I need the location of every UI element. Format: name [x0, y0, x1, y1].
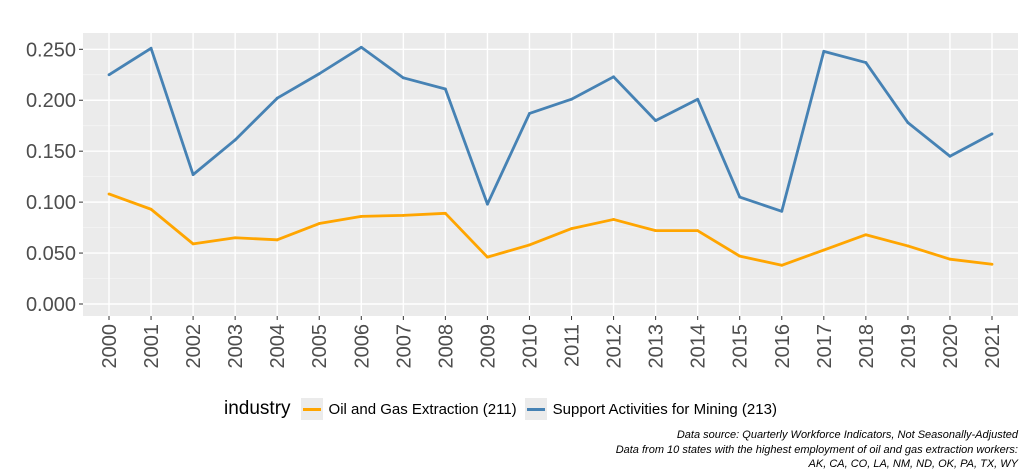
legend-label: Support Activities for Mining (213) — [552, 400, 777, 418]
data-point — [528, 112, 531, 115]
caption-line: Data source: Quarterly Workforce Indicat… — [676, 429, 1018, 441]
data-point — [359, 45, 363, 49]
legend: industry Oil and Gas Extraction (211) Su… — [224, 398, 785, 420]
data-point — [570, 227, 573, 231]
data-point — [780, 263, 784, 267]
legend-label: Oil and Gas Extraction (211) — [328, 400, 517, 418]
data-point — [149, 46, 153, 50]
data-point — [780, 209, 784, 213]
data-point — [906, 121, 910, 125]
legend-key-support-mining — [524, 398, 547, 420]
x-tick-label: 2004 — [267, 324, 289, 369]
data-point — [822, 49, 826, 53]
x-tick-label: 2003 — [225, 324, 247, 369]
x-tick-label: 2010 — [519, 324, 541, 369]
caption-line: AK, CA, CO, LA, NM, ND, OK, PA, TX, WY — [808, 458, 1018, 470]
y-tick-label: 0.200 — [26, 90, 76, 112]
x-tick-label: 2006 — [351, 324, 373, 369]
data-point — [401, 76, 405, 80]
x-tick-label: 2008 — [435, 324, 457, 369]
data-point — [612, 75, 615, 79]
legend-title: industry — [224, 398, 291, 419]
x-tick-label: 2005 — [309, 324, 331, 369]
legend-key-oil-gas — [300, 398, 323, 420]
x-tick-label: 2001 — [141, 324, 163, 369]
data-point — [317, 72, 321, 76]
caption: Data source: Quarterly Workforce Indicat… — [616, 428, 1018, 472]
data-point — [612, 218, 615, 221]
y-tick-label: 0.050 — [26, 243, 76, 265]
series-line-oil-gas — [108, 192, 993, 267]
x-tick-label: 2020 — [940, 324, 962, 369]
data-point — [443, 211, 447, 215]
data-point — [486, 255, 489, 259]
y-tick-label: 0.150 — [26, 141, 76, 163]
data-point — [864, 233, 868, 237]
data-point — [696, 229, 700, 233]
data-point — [275, 96, 279, 100]
data-point — [948, 154, 952, 158]
y-tick-label: 0.000 — [26, 294, 76, 316]
legend-item-oil-gas: Oil and Gas Extraction (211) — [300, 398, 517, 420]
x-tick-label: 2015 — [730, 324, 752, 369]
x-tick-label: 2011 — [562, 324, 584, 367]
x-tick-label: 2000 — [99, 324, 121, 369]
x-tick-label: 2019 — [898, 324, 920, 369]
y-tick-label: 0.100 — [26, 192, 76, 214]
y-tick-label: 0.250 — [26, 39, 76, 61]
x-tick-label: 2016 — [772, 324, 794, 369]
data-point — [990, 262, 994, 266]
data-point — [738, 195, 742, 199]
data-point — [948, 257, 952, 261]
caption-line: Data from 10 states with the highest emp… — [615, 443, 1018, 456]
data-point — [864, 61, 868, 64]
data-point — [570, 97, 573, 101]
data-point — [696, 97, 700, 101]
x-tick-label: 2009 — [477, 324, 499, 369]
data-point — [654, 119, 658, 123]
data-point — [528, 243, 531, 247]
legend-item-support-mining: Support Activities for Mining (213) — [524, 398, 777, 420]
data-point — [107, 73, 111, 77]
data-point — [443, 87, 447, 91]
x-tick-label: 2013 — [646, 324, 668, 369]
x-tick-label: 2017 — [814, 324, 836, 369]
data-point — [486, 202, 489, 206]
data-point — [906, 244, 910, 248]
data-point — [359, 214, 363, 218]
data-point — [191, 173, 195, 177]
data-point — [275, 238, 279, 242]
data-point — [822, 248, 826, 252]
data-point — [191, 242, 195, 246]
series-line-support-mining — [108, 45, 993, 213]
x-tick-label: 2018 — [856, 324, 878, 369]
plot-panel — [83, 33, 1018, 316]
data-point — [233, 138, 237, 142]
data-point — [738, 254, 742, 258]
data-point — [233, 236, 237, 240]
data-point — [317, 222, 321, 225]
x-tick-label: 2007 — [393, 324, 415, 369]
x-tick-label: 2021 — [982, 324, 1004, 369]
data-point — [149, 207, 153, 211]
x-tick-label: 2002 — [183, 324, 205, 369]
data-point — [107, 192, 111, 196]
x-tick-label: 2012 — [604, 324, 626, 369]
data-point — [990, 132, 994, 136]
x-tick-label: 2014 — [688, 324, 710, 369]
data-point — [654, 229, 658, 233]
data-point — [401, 213, 405, 217]
